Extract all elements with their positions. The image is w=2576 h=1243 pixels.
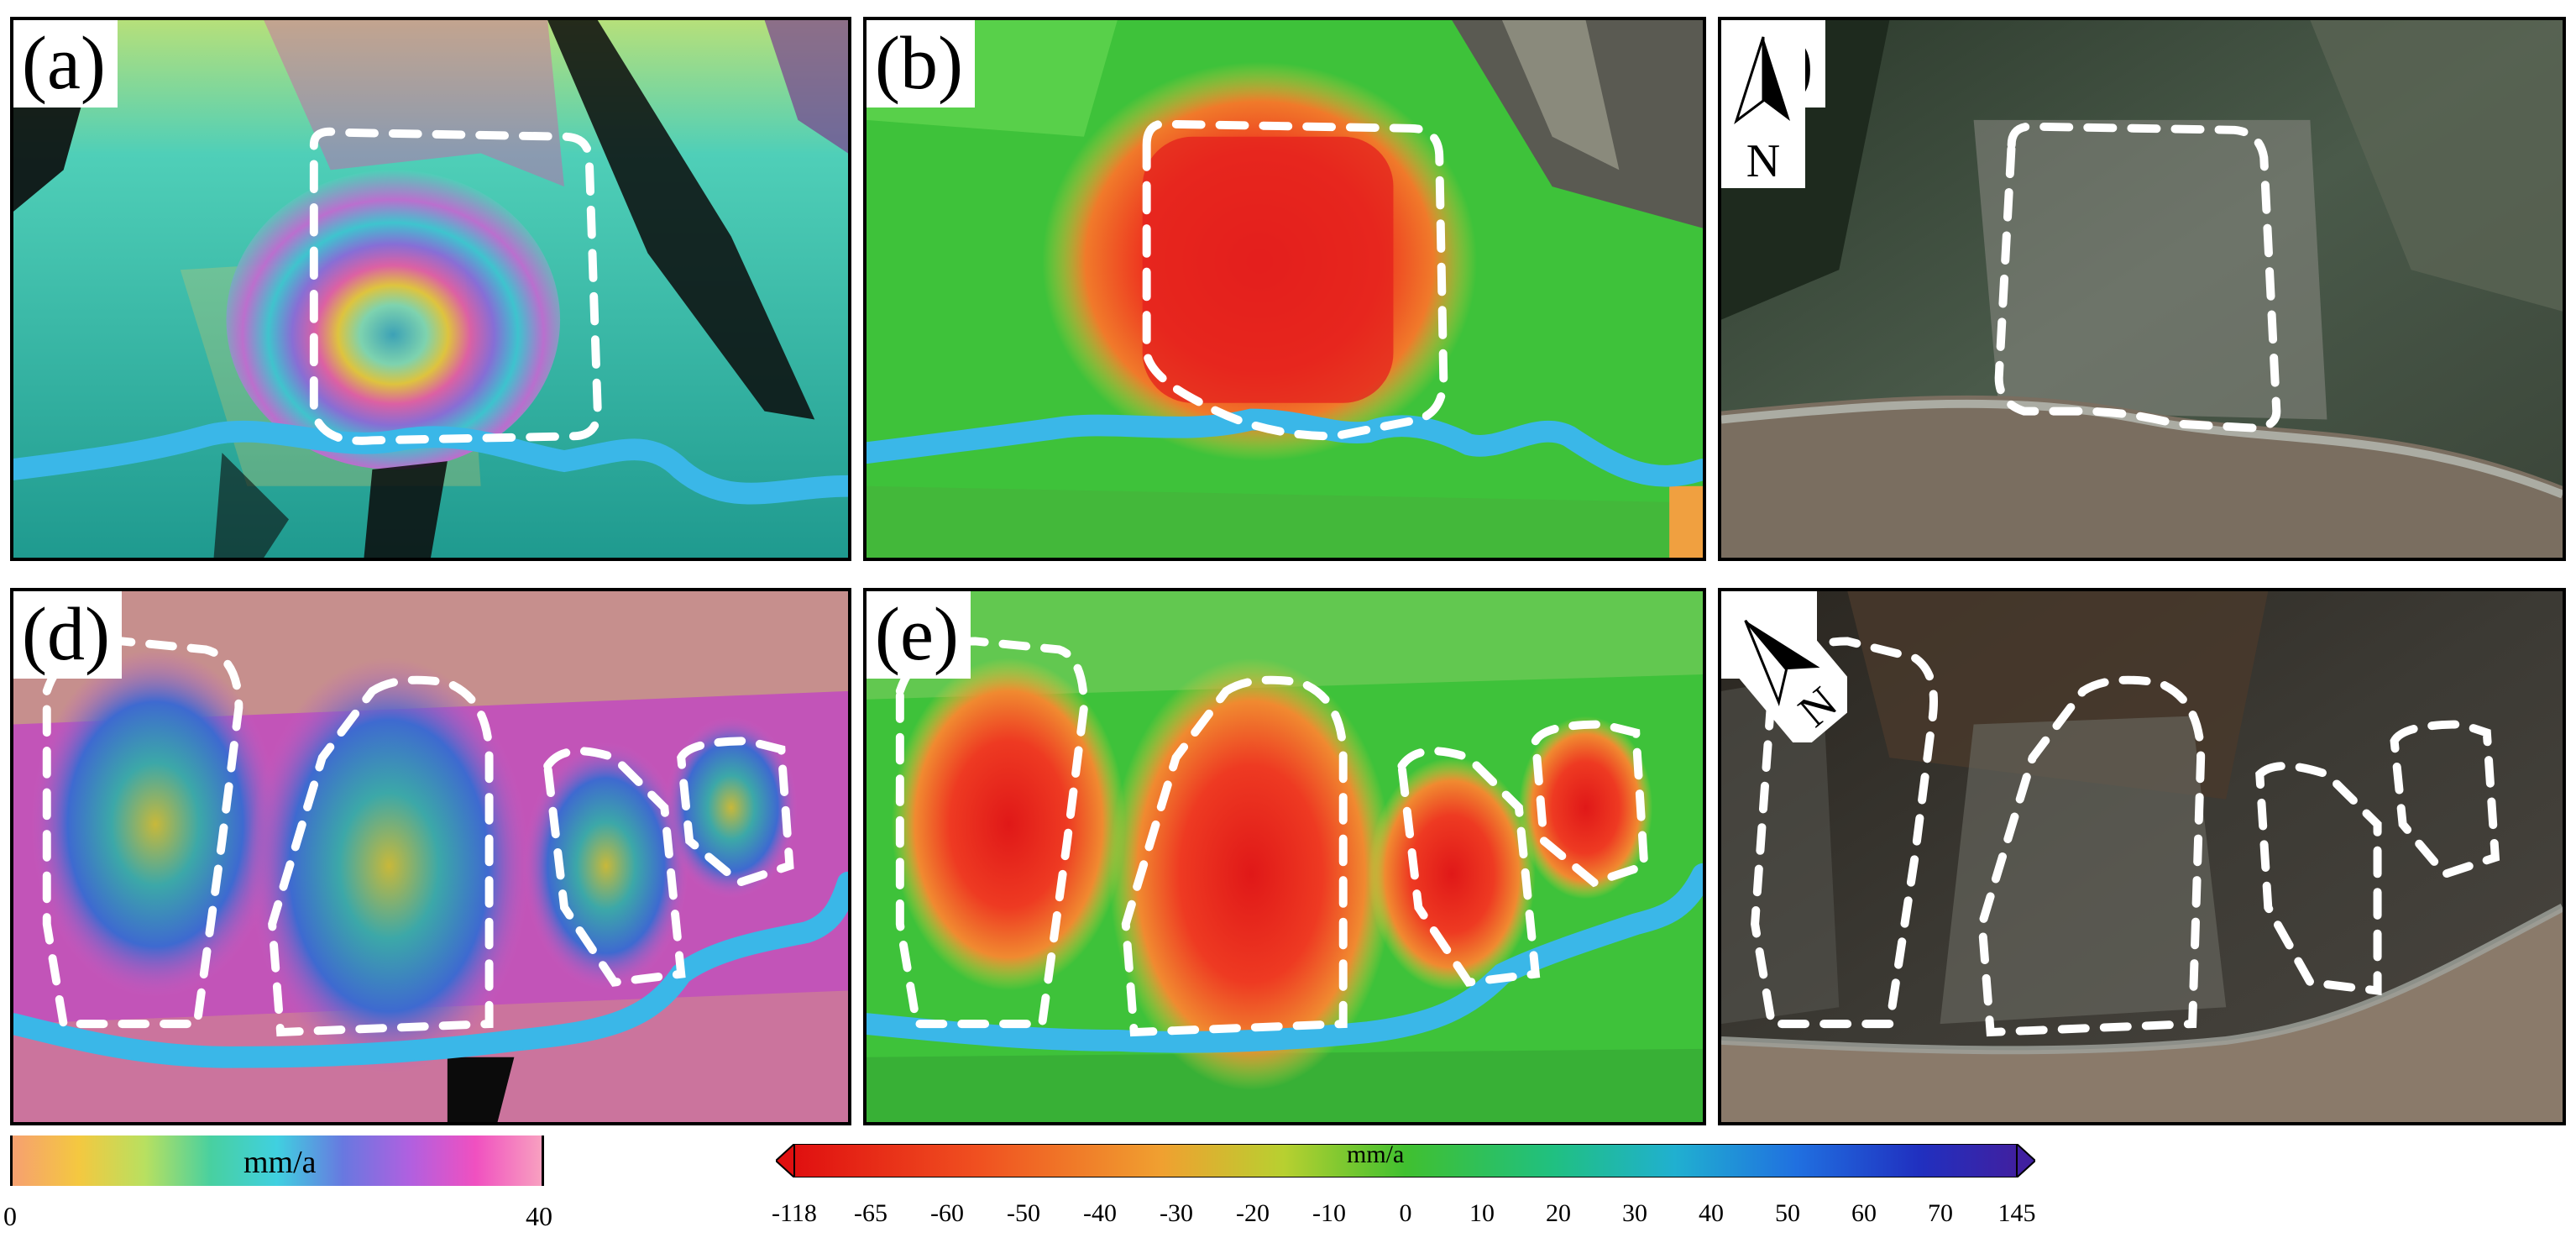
panel-label: (b) bbox=[867, 20, 975, 108]
landslide-outline bbox=[677, 737, 794, 888]
landslide-outline bbox=[1121, 675, 1348, 1037]
river-line bbox=[13, 871, 848, 1068]
colorbar-velocity-tick: -118 bbox=[772, 1199, 817, 1227]
panel-b: (b) bbox=[863, 17, 1706, 561]
colorbar-velocity-tick: 10 bbox=[1469, 1199, 1495, 1227]
panel-a-overlay bbox=[13, 127, 848, 505]
landslide-outline bbox=[42, 637, 243, 1029]
panel-b-image bbox=[867, 20, 1703, 558]
landslide-outline bbox=[1977, 675, 2206, 1037]
panel-e-overlay bbox=[867, 637, 1703, 1053]
landslide-outline bbox=[2255, 762, 2382, 996]
river-line bbox=[867, 408, 1703, 487]
colorbar-velocity-tick: 30 bbox=[1622, 1199, 1647, 1227]
colorbar-velocity-tick: -30 bbox=[1160, 1199, 1193, 1227]
colorbar-velocity-tick: 50 bbox=[1775, 1199, 1800, 1227]
colorbar-velocity-tick: 40 bbox=[1699, 1199, 1724, 1227]
colorbar-wrapped bbox=[10, 1135, 544, 1186]
river-line bbox=[13, 420, 848, 505]
colorbar-velocity bbox=[776, 1144, 2035, 1177]
panel-a: (a) bbox=[10, 17, 851, 561]
colorbar-velocity-tick: 20 bbox=[1546, 1199, 1571, 1227]
colorbar-wrapped-max: 40 bbox=[526, 1201, 552, 1231]
panel-label: (e) bbox=[867, 591, 971, 679]
landslide-outline bbox=[268, 675, 494, 1037]
panel-label: (d) bbox=[13, 591, 122, 679]
north-arrow-icon: N bbox=[1721, 591, 1847, 742]
panel-e: (e) bbox=[863, 588, 1706, 1125]
colorbar-velocity-tick: 0 bbox=[1399, 1199, 1412, 1227]
landslide-outline bbox=[1142, 119, 1448, 441]
landslide-outline bbox=[895, 637, 1088, 1029]
colorbar-velocity-tick: -50 bbox=[1007, 1199, 1040, 1227]
landslide-outline bbox=[309, 127, 602, 445]
panel-c-overlay bbox=[1994, 122, 2281, 433]
panel-b-overlay bbox=[867, 119, 1703, 487]
panel-d: (d) bbox=[10, 588, 851, 1125]
panel-f-overlay bbox=[1751, 637, 2500, 1037]
north-letter: N bbox=[1746, 135, 1780, 187]
colorbar-velocity-tick: -10 bbox=[1312, 1199, 1346, 1227]
panel-label: (a) bbox=[13, 20, 118, 108]
panel-c: (c) N bbox=[1718, 17, 2566, 561]
north-arrow-icon: N bbox=[1721, 20, 1805, 188]
colorbar-velocity-tick: -65 bbox=[854, 1199, 887, 1227]
colorbar-velocity-tick: 70 bbox=[1928, 1199, 1953, 1227]
colorbar-wrapped-unit: mm/a bbox=[243, 1145, 317, 1180]
river-line bbox=[867, 863, 1703, 1053]
colorbar-velocity-tick: -60 bbox=[930, 1199, 964, 1227]
landslide-outline bbox=[1751, 637, 1938, 1029]
colorbar-velocity-tick: -20 bbox=[1236, 1199, 1270, 1227]
landslide-outline bbox=[543, 747, 686, 987]
colorbar-wrapped-min: 0 bbox=[3, 1201, 17, 1231]
panel-f: (f) N bbox=[1718, 588, 2566, 1125]
colorbar-velocity-tick: 60 bbox=[1851, 1199, 1877, 1227]
landslide-outline bbox=[1531, 720, 1649, 888]
landslide-outline bbox=[2390, 720, 2500, 879]
landslide-outline bbox=[1397, 747, 1541, 987]
colorbar-velocity-tick: 145 bbox=[1997, 1199, 2036, 1227]
panel-d-overlay bbox=[13, 637, 848, 1068]
panel-c-image bbox=[1721, 20, 2563, 558]
colorbar-velocity-tick: -40 bbox=[1083, 1199, 1117, 1227]
landslide-outline bbox=[1994, 122, 2281, 433]
colorbar-velocity-unit: mm/a bbox=[1347, 1141, 1405, 1168]
